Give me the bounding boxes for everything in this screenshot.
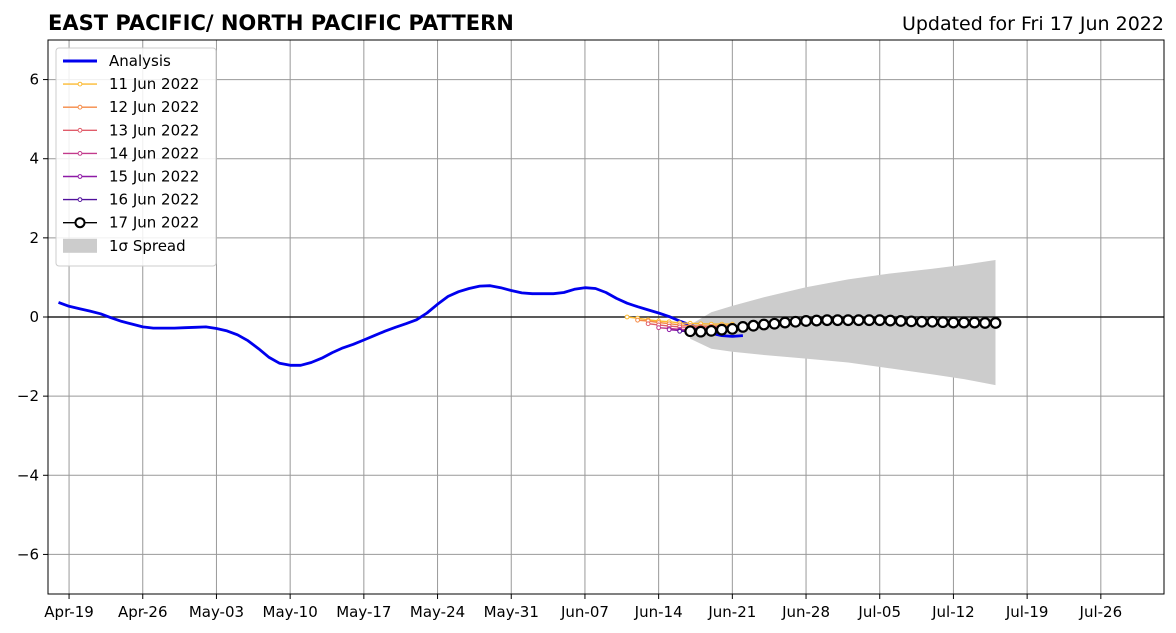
legend-entry: 11 Jun 2022: [63, 75, 199, 93]
data-point: [915, 315, 928, 328]
legend-label: 1σ Spread: [109, 237, 186, 255]
x-tick-label: Jun-28: [781, 603, 830, 621]
legend-label: Analysis: [109, 52, 171, 70]
legend-marker: [77, 197, 83, 203]
x-tick-label: May-31: [484, 603, 539, 621]
data-point: [726, 322, 739, 335]
data-point: [705, 324, 718, 337]
y-axis-ticks: −6 −4 −2 0 2 4 6: [17, 71, 48, 563]
legend-entry: 13 Jun 2022: [63, 121, 199, 139]
data-point: [635, 317, 640, 323]
x-tick-label: Apr-26: [118, 603, 168, 621]
data-point: [666, 327, 672, 333]
data-point: [947, 316, 960, 329]
legend-entry: 1σ Spread: [63, 237, 186, 255]
legend-entry: Analysis: [63, 52, 171, 70]
legend-label: 15 Jun 2022: [109, 168, 199, 186]
data-point: [768, 317, 781, 330]
legend-label: 11 Jun 2022: [109, 75, 199, 93]
legend-entry: 17 Jun 2022: [63, 214, 199, 232]
series-lines: [58, 284, 1002, 367]
data-point: [958, 316, 970, 329]
y-tick-label: −4: [17, 466, 39, 484]
legend-marker: [77, 151, 83, 156]
y-tick-label: −6: [17, 545, 39, 563]
x-tick-label: Apr-19: [44, 603, 94, 621]
data-point: [821, 314, 833, 327]
legend-label: 13 Jun 2022: [109, 121, 199, 139]
data-point: [645, 321, 651, 327]
x-tick-label: Jun-21: [707, 603, 756, 621]
data-point: [852, 314, 865, 327]
data-point: [736, 320, 749, 333]
data-point: [684, 325, 697, 338]
chart-subtitle: Updated for Fri 17 Jun 2022: [902, 13, 1164, 35]
legend-entry: 14 Jun 2022: [63, 144, 199, 162]
data-point: [884, 314, 897, 327]
series-line: [637, 319, 733, 327]
legend-label: 17 Jun 2022: [109, 214, 199, 232]
data-point: [715, 323, 728, 336]
data-point: [831, 314, 844, 327]
series-17-jun-2022: [684, 314, 1002, 338]
legend-label: 12 Jun 2022: [109, 98, 199, 116]
x-tick-label: May-17: [336, 603, 391, 621]
data-point: [656, 325, 662, 331]
data-point: [937, 316, 949, 329]
x-tick-label: May-10: [263, 603, 318, 621]
x-tick-label: Jun-14: [634, 603, 683, 621]
y-tick-label: 6: [29, 71, 39, 89]
data-point: [863, 314, 876, 327]
legend-marker: [74, 217, 86, 229]
legend-label: 16 Jun 2022: [109, 191, 199, 209]
x-tick-label: Jul-26: [1079, 603, 1123, 621]
data-point: [842, 314, 855, 327]
legend-entry: 15 Jun 2022: [63, 168, 199, 186]
legend-label: 14 Jun 2022: [109, 144, 199, 162]
legend-entry: 12 Jun 2022: [63, 98, 199, 116]
series-analysis: [58, 284, 744, 367]
data-point: [789, 315, 802, 328]
data-point: [694, 325, 707, 338]
x-tick-label: May-24: [410, 603, 465, 621]
legend-swatch: [63, 238, 97, 253]
chart-title: EAST PACIFIC/ NORTH PACIFIC PATTERN: [48, 11, 514, 35]
data-point: [810, 314, 823, 327]
data-point: [800, 315, 812, 327]
data-point: [968, 316, 981, 329]
data-point: [873, 314, 886, 327]
x-tick-label: Jul-19: [1005, 603, 1049, 621]
x-axis-ticks: Apr-19 Apr-26 May-03 May-10 May-17 May-24 May-…: [44, 594, 1122, 621]
data-point: [677, 328, 683, 334]
legend-box: [55, 47, 217, 267]
data-point: [779, 316, 791, 329]
legend-marker: [77, 174, 83, 179]
data-point: [905, 315, 918, 328]
legend: Analysis 11 Jun 2022 12 Jun 2022 13 Jun 202…: [55, 47, 217, 267]
data-point: [979, 317, 991, 329]
y-tick-label: 2: [29, 229, 39, 247]
data-point: [894, 315, 907, 327]
data-point: [989, 317, 1002, 329]
y-tick-label: 0: [29, 308, 39, 326]
legend-marker: [77, 127, 83, 133]
legend-marker: [77, 81, 83, 87]
data-point: [926, 315, 939, 328]
data-point: [747, 319, 760, 332]
legend-entry: 16 Jun 2022: [63, 191, 199, 209]
data-point: [758, 318, 770, 331]
x-tick-label: Jul-12: [931, 603, 975, 621]
x-tick-label: Jun-07: [560, 603, 609, 621]
y-tick-label: −2: [17, 387, 39, 405]
series-line: [58, 284, 744, 367]
y-tick-label: 4: [29, 150, 39, 168]
data-point: [624, 314, 630, 320]
x-tick-label: Jul-05: [857, 603, 901, 621]
x-tick-label: May-03: [189, 603, 244, 621]
legend-marker: [77, 104, 83, 110]
